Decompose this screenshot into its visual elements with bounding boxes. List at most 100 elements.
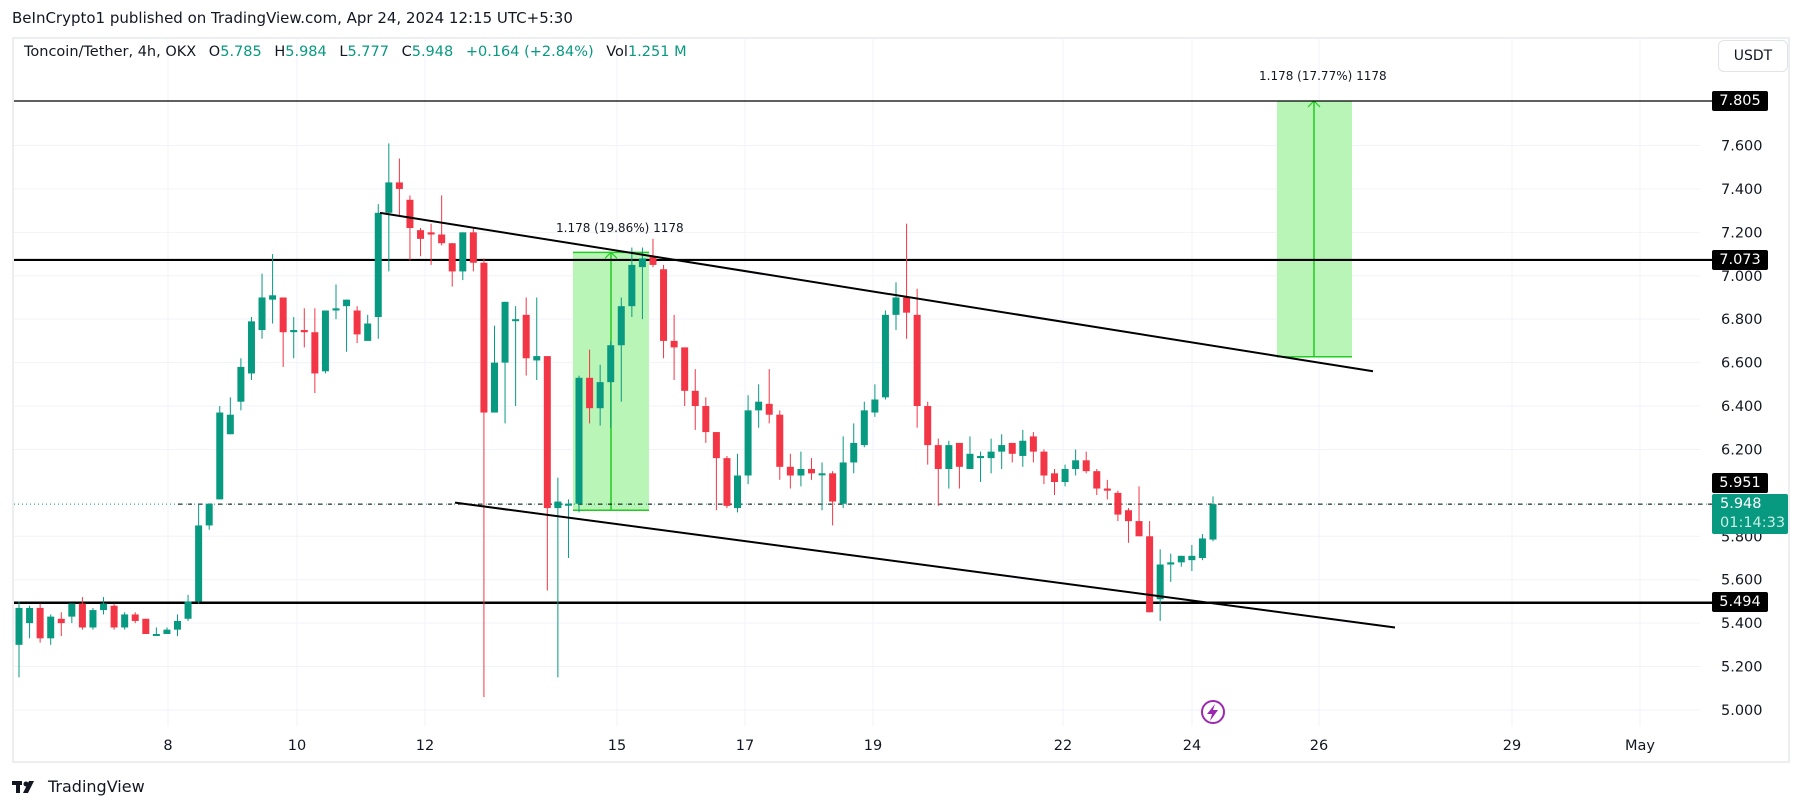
candle-body bbox=[205, 503, 213, 526]
candle-body bbox=[1093, 471, 1101, 489]
candle-body bbox=[829, 473, 837, 502]
price-tag-high-line: 5.951 bbox=[1712, 473, 1768, 493]
candle-body bbox=[1114, 492, 1122, 515]
price-axis-label: 6.800 bbox=[1721, 312, 1763, 328]
candle-body bbox=[57, 618, 65, 624]
candle-body bbox=[966, 453, 974, 469]
candle-body bbox=[881, 314, 889, 398]
candle-body bbox=[311, 332, 319, 374]
candle-body bbox=[670, 340, 678, 348]
candle-body bbox=[860, 410, 868, 446]
candle-body bbox=[807, 468, 815, 474]
candle-body bbox=[100, 603, 108, 611]
price-axis-label: 5.200 bbox=[1721, 660, 1763, 676]
symbol-label[interactable]: Toncoin/Tether, 4h, OKX bbox=[24, 44, 197, 60]
candle-body bbox=[913, 314, 921, 407]
candle-body bbox=[36, 607, 44, 639]
candle-body bbox=[998, 445, 1006, 452]
price-tag-target: 7.805 bbox=[1712, 91, 1768, 111]
candle-body bbox=[1072, 460, 1080, 469]
candle-body bbox=[945, 445, 953, 469]
candle-body bbox=[702, 406, 710, 433]
candle-body bbox=[892, 297, 900, 315]
close-value: 5.948 bbox=[411, 44, 454, 60]
candle-body bbox=[417, 230, 425, 239]
change-value: +0.164 (+2.84%) bbox=[465, 44, 594, 60]
volume-value: 1.251 M bbox=[627, 44, 687, 60]
current-price-tag: 5.948 01:14:33 bbox=[1712, 494, 1788, 534]
candle-body bbox=[818, 473, 826, 476]
time-axis-label: 22 bbox=[1053, 738, 1073, 754]
candle-body bbox=[427, 232, 435, 235]
candle-body bbox=[110, 605, 118, 628]
candle-body bbox=[628, 264, 636, 307]
candle-body bbox=[152, 633, 160, 636]
candle-body bbox=[15, 607, 23, 645]
candle-body bbox=[1167, 562, 1175, 565]
candle-body bbox=[533, 356, 541, 361]
candle-body bbox=[1040, 451, 1048, 476]
candle-body bbox=[596, 382, 604, 409]
candle-body bbox=[786, 466, 794, 476]
publish-info: BeInCrypto1 published on TradingView.com… bbox=[12, 9, 573, 27]
candle-body bbox=[300, 330, 308, 333]
candle-body bbox=[649, 256, 657, 265]
price-axis-label: 6.400 bbox=[1721, 399, 1763, 415]
price-axis-label: 5.400 bbox=[1721, 616, 1763, 632]
price-axis-label: 7.600 bbox=[1721, 139, 1763, 155]
candle-body bbox=[924, 406, 932, 446]
candle-body bbox=[1209, 504, 1217, 540]
lower-trendline bbox=[454, 501, 1396, 629]
candle-body bbox=[89, 610, 97, 628]
candle-body bbox=[723, 458, 731, 506]
tradingview-logo: TradingView bbox=[12, 777, 145, 796]
open-value: 5.785 bbox=[220, 44, 262, 60]
candle-body bbox=[290, 330, 298, 333]
time-axis-label: 10 bbox=[287, 738, 307, 754]
low-value: 5.777 bbox=[347, 44, 389, 60]
candle-body bbox=[121, 614, 129, 628]
bar-countdown: 01:14:33 bbox=[1720, 515, 1786, 531]
candle-body bbox=[712, 432, 720, 459]
candle-body bbox=[681, 347, 689, 391]
time-axis-label: 15 bbox=[607, 738, 627, 754]
currency-button[interactable]: USDT bbox=[1718, 40, 1788, 72]
price-axis-label: 7.000 bbox=[1721, 269, 1763, 285]
candle-body bbox=[575, 377, 583, 504]
candle-body bbox=[279, 297, 287, 333]
price-axis-label: 6.600 bbox=[1721, 356, 1763, 372]
candle-body bbox=[448, 243, 456, 272]
candle-body bbox=[501, 301, 509, 363]
candle-body bbox=[554, 501, 562, 509]
candle-body bbox=[131, 614, 139, 621]
candle-body bbox=[755, 401, 763, 411]
time-axis-label: 12 bbox=[415, 738, 435, 754]
candle-body bbox=[406, 199, 414, 229]
candle-body bbox=[765, 403, 773, 415]
candle-body bbox=[1061, 468, 1069, 483]
candle-body bbox=[617, 306, 625, 346]
candle-body bbox=[216, 412, 224, 500]
ohlc-legend: Toncoin/Tether, 4h, OKX O5.785 H5.984 L5… bbox=[24, 44, 687, 60]
candle-body bbox=[480, 262, 488, 413]
candle-body bbox=[26, 607, 34, 624]
candle-body bbox=[184, 601, 192, 619]
candle-body bbox=[871, 399, 879, 413]
candle-body bbox=[353, 310, 361, 335]
candle-body bbox=[797, 468, 805, 476]
candle-body bbox=[142, 618, 150, 634]
time-axis-label: 19 bbox=[863, 738, 883, 754]
candle-body bbox=[163, 629, 171, 634]
candle-body bbox=[195, 525, 203, 602]
candle-body bbox=[469, 232, 477, 263]
measure-label-1: 1.178 (19.86%) 1178 bbox=[556, 221, 684, 235]
candle-body bbox=[903, 297, 911, 313]
candle-body bbox=[734, 475, 742, 509]
candle-body bbox=[364, 323, 372, 341]
time-axis-label: 17 bbox=[735, 738, 755, 754]
high-value: 5.984 bbox=[285, 44, 327, 60]
candle-body bbox=[1146, 536, 1154, 613]
price-axis-label: 5.000 bbox=[1721, 703, 1763, 719]
chart-frame bbox=[12, 37, 1790, 763]
